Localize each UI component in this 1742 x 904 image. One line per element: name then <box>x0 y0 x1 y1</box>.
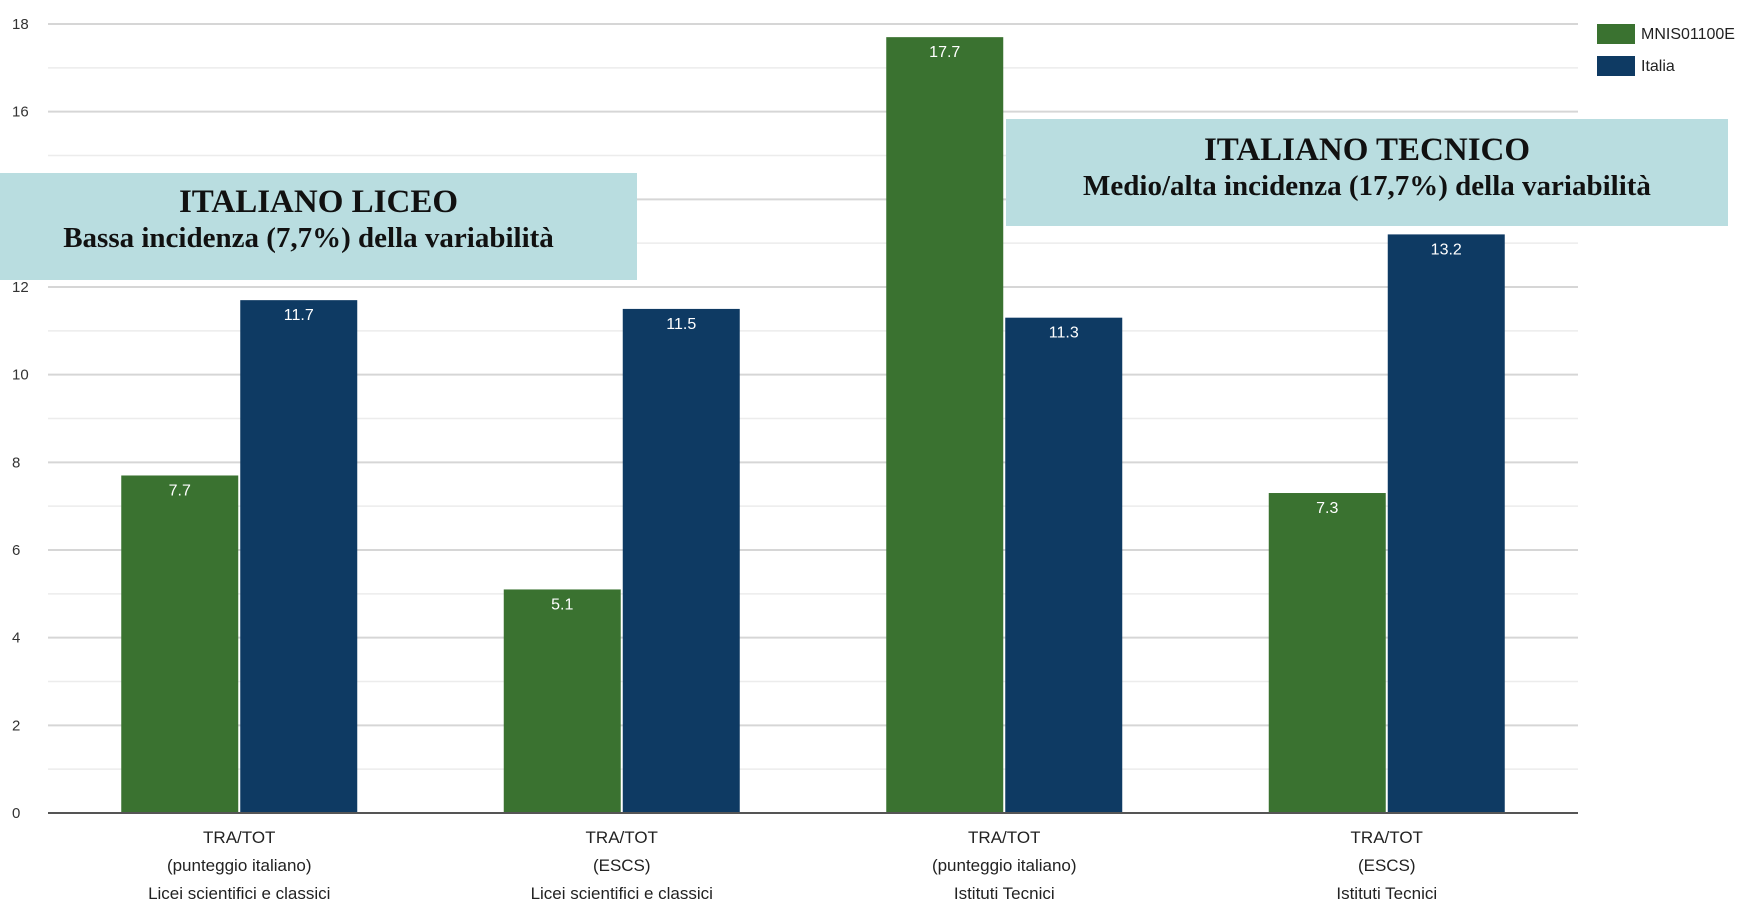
x-category-label: (ESCS) <box>1358 856 1416 875</box>
bar-data-label: 11.5 <box>666 316 696 333</box>
bar-school <box>1268 493 1386 813</box>
bar-school <box>886 37 1004 813</box>
annotation-tecnico-subtitle: Medio/alta incidenza (17,7%) della varia… <box>1083 170 1651 202</box>
bar-data-label: 13.2 <box>1431 241 1462 258</box>
bar-school <box>121 475 239 813</box>
annotation-liceo: ITALIANO LICEO Bassa incidenza (7,7%) de… <box>0 173 637 280</box>
legend-label: MNIS01100E <box>1641 26 1735 43</box>
x-category-label: Licei scientifici e classici <box>531 884 713 903</box>
x-category-label: Licei scientifici e classici <box>148 884 330 903</box>
bar-italia <box>622 308 740 813</box>
x-category-label: Istituti Tecnici <box>954 884 1055 903</box>
legend-label: Italia <box>1641 58 1675 75</box>
y-tick-label: 10 <box>12 367 29 384</box>
bar-data-label: 5.1 <box>551 596 573 613</box>
y-tick-label: 18 <box>12 16 29 33</box>
y-tick-label: 0 <box>12 805 20 822</box>
bar-italia <box>240 300 358 813</box>
x-category-label: Istituti Tecnici <box>1336 884 1437 903</box>
x-category-label: (punteggio italiano) <box>167 856 312 875</box>
bar-data-label: 17.7 <box>929 44 960 61</box>
x-category-label: TRA/TOT <box>1351 828 1423 847</box>
y-tick-label: 2 <box>12 717 20 734</box>
legend-swatch <box>1597 24 1635 44</box>
bar-school <box>503 589 621 813</box>
annotation-liceo-subtitle: Bassa incidenza (7,7%) della variabilità <box>63 222 554 254</box>
bar-italia <box>1005 317 1123 813</box>
y-tick-label: 8 <box>12 454 20 471</box>
bar-data-label: 11.3 <box>1049 325 1079 342</box>
x-category-label: TRA/TOT <box>968 828 1040 847</box>
y-tick-label: 6 <box>12 542 20 559</box>
x-category-label: (punteggio italiano) <box>932 856 1077 875</box>
x-category-label: TRA/TOT <box>203 828 275 847</box>
legend-swatch <box>1597 56 1635 76</box>
y-tick-label: 4 <box>12 630 20 647</box>
x-category-label: (ESCS) <box>593 856 651 875</box>
y-tick-label: 12 <box>12 279 29 296</box>
bar-italia <box>1387 234 1505 813</box>
bar-data-label: 11.7 <box>284 307 314 324</box>
annotation-tecnico-title: ITALIANO TECNICO <box>1203 132 1531 168</box>
y-tick-label: 16 <box>12 104 29 121</box>
bar-data-label: 7.3 <box>1316 500 1338 517</box>
annotation-tecnico: ITALIANO TECNICO Medio/alta incidenza (1… <box>1006 119 1728 226</box>
x-category-label: TRA/TOT <box>586 828 658 847</box>
bar-data-label: 7.7 <box>169 482 191 499</box>
annotation-liceo-title: ITALIANO LICEO <box>178 184 459 220</box>
